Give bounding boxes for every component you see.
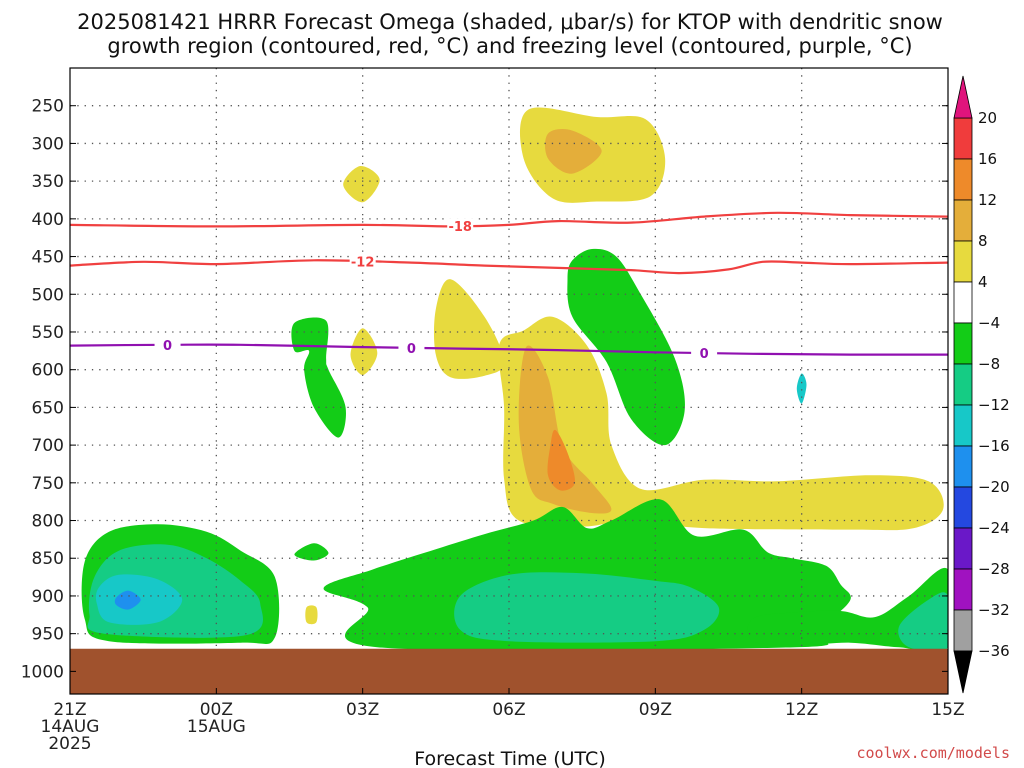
contour-line-1	[70, 259, 948, 275]
y-tick-label-450: 450	[32, 248, 64, 268]
chart-title-line-1: 2025081421 HRRR Forecast Omega (shaded, …	[77, 10, 943, 34]
contour-label-0: -18	[448, 220, 472, 235]
colorbar-label-0: 20	[978, 109, 997, 127]
y-tick-label-700: 700	[32, 436, 64, 456]
x-tick-label-0-2: 2025	[48, 734, 91, 754]
colorbar-label-2: 12	[978, 191, 997, 209]
colorbar-label-6: −8	[978, 355, 1000, 373]
x-axis-label: Forecast Time (UTC)	[414, 748, 605, 768]
contour-label-3: 0	[407, 342, 416, 357]
contour-label-bg-3	[398, 339, 425, 356]
colorbar-bin-4	[953, 281, 973, 324]
x-tick-label-6-0: 03Z	[346, 700, 379, 720]
colorbar-bin-2	[953, 199, 973, 242]
omega-region-3	[350, 328, 378, 376]
y-tick-label-550: 550	[32, 323, 64, 343]
y-tick-label-750: 750	[32, 474, 64, 494]
contour-label-bg-4	[691, 345, 718, 362]
contour-label-2: 0	[163, 339, 172, 354]
y-tick-label-600: 600	[32, 361, 64, 381]
colorbar-bin-1	[953, 158, 973, 201]
omega-region-10	[291, 317, 346, 438]
colorbar-label-7: −12	[978, 396, 1010, 414]
chart-title-line-2: growth region (contoured, red, °C) and f…	[107, 34, 912, 58]
colorbar-bin-12	[953, 609, 973, 652]
y-tick-label-950: 950	[32, 625, 64, 645]
omega-region-16	[454, 572, 720, 643]
omega-region-19	[294, 543, 329, 561]
colorbar-bin-10	[953, 527, 973, 570]
contour-line-0	[70, 211, 948, 228]
omega-region-6	[518, 345, 612, 514]
colorbar-label-5: −4	[978, 314, 1000, 332]
ground-surface	[70, 648, 948, 694]
y-tick-label-250: 250	[32, 97, 64, 117]
omega-region-5	[498, 316, 944, 531]
colorbar-bin-3	[953, 240, 973, 283]
colorbar-bottom-arrow	[953, 650, 973, 694]
colorbar-bin-6	[953, 363, 973, 406]
contour-line-2	[70, 343, 948, 356]
omega-region-20	[305, 605, 318, 625]
colorbar-label-13: −36	[978, 642, 1010, 660]
colorbar-label-12: −32	[978, 601, 1010, 619]
omega-region-9	[796, 373, 807, 404]
colorbar-label-1: 16	[978, 150, 997, 168]
y-tick-label-850: 850	[32, 549, 64, 569]
colorbar-label-10: −24	[978, 519, 1010, 537]
contour-label-bg-2	[154, 336, 181, 353]
colorbar-bin-8	[953, 445, 973, 488]
contour-label-bg-1	[349, 253, 376, 270]
y-tick-label-1000: 1000	[21, 662, 64, 682]
credit-text: coolwx.com/models	[856, 744, 1010, 762]
colorbar-label-11: −28	[978, 560, 1010, 578]
colorbar-label-3: 8	[978, 232, 988, 250]
plot-area: -18 -12 0 0 0 250 300 350 400 450 500 550 600 650 700 7…	[21, 67, 965, 754]
x-tick-label-3-1: 15AUG	[187, 717, 246, 737]
contour-label-4: 0	[700, 347, 709, 362]
colorbar-bin-0	[953, 117, 973, 160]
y-tick-label-650: 650	[32, 398, 64, 418]
colorbar-bin-7	[953, 404, 973, 447]
x-tick-label-0-0: 21Z	[53, 700, 86, 720]
omega-region-4	[434, 279, 505, 379]
x-tick-label-3-0: 00Z	[200, 700, 233, 720]
y-tick-label-300: 300	[32, 134, 64, 154]
colorbar-label-4: 4	[978, 273, 988, 291]
y-tick-label-900: 900	[32, 587, 64, 607]
colorbar-bin-11	[953, 568, 973, 611]
colorbar-label-8: −16	[978, 437, 1010, 455]
plot-content: -18 -12 0 0 0	[70, 68, 948, 694]
x-tick-label-15-0: 12Z	[785, 700, 818, 720]
colorbar-bin-5	[953, 322, 973, 365]
contour-label-bg-0	[447, 218, 474, 235]
colorbar-top-arrow	[953, 75, 973, 119]
omega-region-18	[898, 592, 948, 652]
colorbar-label-9: −20	[978, 478, 1010, 496]
omega-region-2	[343, 165, 380, 203]
x-tick-label-18-0: 15Z	[931, 700, 964, 720]
omega-region-8	[567, 248, 685, 446]
contour-label-1: -12	[351, 255, 375, 270]
x-tick-label-12-0: 09Z	[639, 700, 672, 720]
x-tick-label-9-0: 06Z	[492, 700, 525, 720]
colorbar-bin-9	[953, 486, 973, 529]
omega-region-17	[747, 567, 948, 654]
omega-region-1	[545, 129, 602, 174]
y-tick-label-500: 500	[32, 285, 64, 305]
colorbar: 20 16 12 8 4 −4 −8 −12 −16 −20 −24 −28 −32 −36	[953, 75, 1010, 694]
y-tick-label-350: 350	[32, 172, 64, 192]
y-tick-label-400: 400	[32, 210, 64, 230]
omega-region-7	[547, 429, 576, 491]
x-tick-label-0-1: 14AUG	[41, 717, 100, 737]
y-tick-label-800: 800	[32, 512, 64, 532]
